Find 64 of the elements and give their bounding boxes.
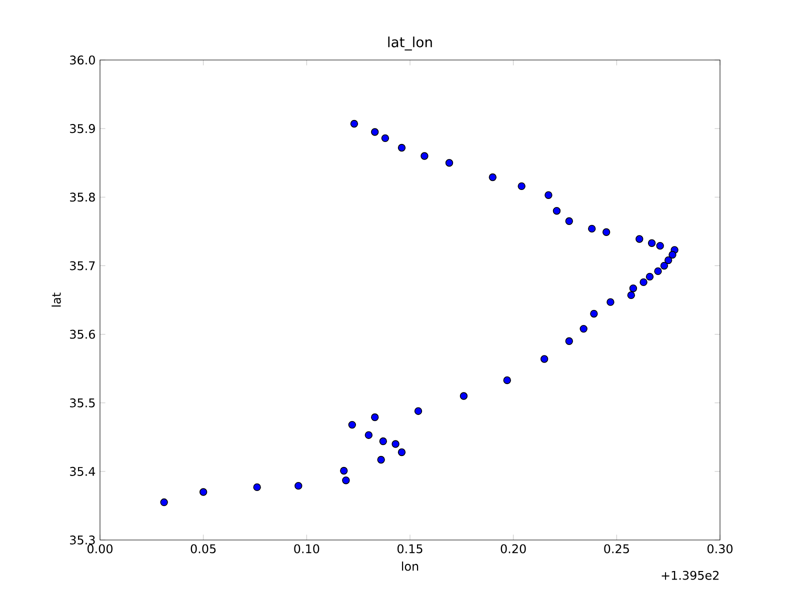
x-tick-label: 0.25	[604, 544, 629, 554]
point	[664, 256, 672, 264]
y-tick-label: 35.9	[70, 124, 95, 134]
point	[602, 228, 610, 236]
point	[398, 144, 406, 152]
point	[371, 413, 379, 422]
x-tick-label: 0.15	[397, 544, 422, 554]
point	[640, 278, 648, 286]
point	[371, 128, 379, 136]
point	[253, 483, 261, 492]
x-tick-label: 0.05	[190, 544, 216, 554]
point	[381, 134, 390, 142]
point	[540, 355, 548, 363]
point	[588, 224, 596, 233]
x-axis-title: lon	[402, 562, 418, 571]
point	[606, 298, 614, 306]
y-tick-label: 35.7	[70, 261, 95, 270]
y-axis-title: lat	[52, 292, 61, 307]
chart-title: lat_lon	[388, 36, 432, 50]
point	[364, 431, 373, 439]
point	[660, 262, 668, 270]
point	[590, 310, 598, 318]
point	[654, 267, 662, 276]
x-tick-label: 0.00	[87, 544, 113, 554]
point	[565, 337, 573, 345]
point	[377, 456, 385, 464]
point	[392, 440, 400, 448]
point	[646, 272, 654, 281]
point	[488, 173, 497, 182]
point	[627, 291, 635, 300]
x-tick-label: 0.20	[500, 544, 526, 554]
point	[648, 239, 656, 247]
point	[636, 235, 644, 243]
y-tick-label: 36.0	[70, 55, 95, 65]
point	[518, 182, 526, 190]
point	[503, 376, 511, 384]
text: +1.395e2	[662, 570, 719, 580]
x-tick-label: 0.30	[707, 544, 733, 554]
point	[348, 420, 356, 429]
x-tick-label: 0.10	[294, 544, 320, 554]
point	[460, 392, 468, 400]
point	[350, 120, 358, 128]
point	[544, 191, 552, 199]
y-tick-label: 35.8	[70, 192, 95, 202]
point	[199, 488, 208, 496]
point	[552, 207, 561, 215]
y-tick-label: 35.4	[70, 466, 96, 476]
y-tick-label: 35.6	[70, 330, 95, 339]
point	[294, 482, 302, 490]
y-tick-label: 35.5	[70, 398, 95, 408]
point	[160, 498, 168, 506]
point	[420, 152, 428, 160]
point	[565, 217, 573, 225]
y-tick-label: 35.3	[70, 535, 95, 545]
point	[379, 437, 387, 446]
point	[398, 448, 406, 456]
point	[668, 250, 676, 259]
point	[342, 476, 350, 484]
point	[580, 324, 588, 333]
point	[629, 284, 638, 292]
point	[414, 407, 422, 415]
point	[656, 242, 664, 250]
point	[445, 159, 454, 167]
point	[340, 466, 348, 475]
